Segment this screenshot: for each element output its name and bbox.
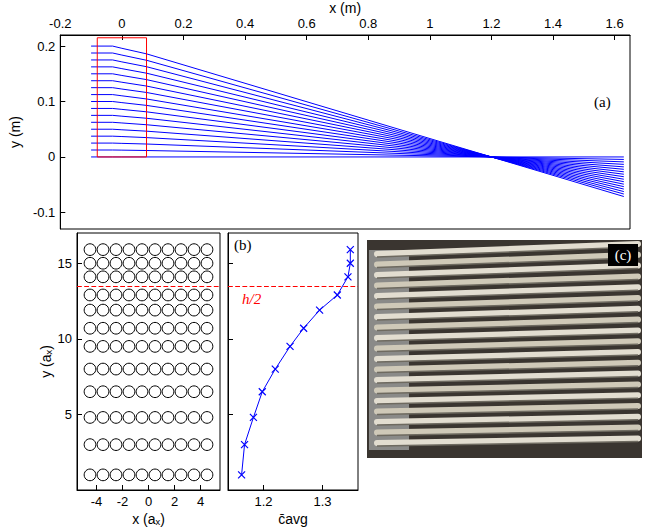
svg-text:y (aₓ): y (aₓ) — [38, 345, 54, 378]
svg-text:1.6: 1.6 — [606, 16, 624, 31]
svg-text:c̄avg: c̄avg — [278, 511, 308, 527]
svg-text:x (m): x (m) — [329, 0, 361, 16]
svg-text:10: 10 — [58, 331, 72, 346]
svg-text:-0.1: -0.1 — [33, 205, 55, 220]
svg-text:1.2: 1.2 — [482, 16, 500, 31]
svg-text:0: 0 — [145, 494, 152, 509]
svg-text:(a): (a) — [594, 94, 611, 111]
svg-text:(c): (c) — [615, 247, 632, 264]
svg-text:1.2: 1.2 — [254, 494, 272, 509]
svg-text:-4: -4 — [91, 494, 103, 509]
svg-text:5: 5 — [65, 407, 72, 422]
svg-text:0: 0 — [118, 16, 125, 31]
svg-text:0: 0 — [48, 149, 55, 164]
svg-text:(b): (b) — [234, 237, 252, 254]
svg-text:y (m): y (m) — [7, 116, 23, 148]
svg-text:0.2: 0.2 — [37, 39, 55, 54]
svg-text:1: 1 — [426, 16, 433, 31]
svg-text:0.2: 0.2 — [174, 16, 192, 31]
svg-text:x (aₓ): x (aₓ) — [132, 511, 165, 527]
svg-text:1.3: 1.3 — [314, 494, 332, 509]
svg-text:0.1: 0.1 — [37, 94, 55, 109]
svg-text:0.8: 0.8 — [359, 16, 377, 31]
svg-text:h/2: h/2 — [242, 291, 262, 307]
svg-text:-2: -2 — [117, 494, 129, 509]
svg-text:0.6: 0.6 — [298, 16, 316, 31]
svg-text:15: 15 — [58, 256, 72, 271]
svg-text:2: 2 — [171, 494, 178, 509]
svg-text:-0.2: -0.2 — [49, 16, 71, 31]
svg-text:1.4: 1.4 — [544, 16, 562, 31]
svg-text:4: 4 — [197, 494, 204, 509]
svg-text:0.4: 0.4 — [236, 16, 254, 31]
